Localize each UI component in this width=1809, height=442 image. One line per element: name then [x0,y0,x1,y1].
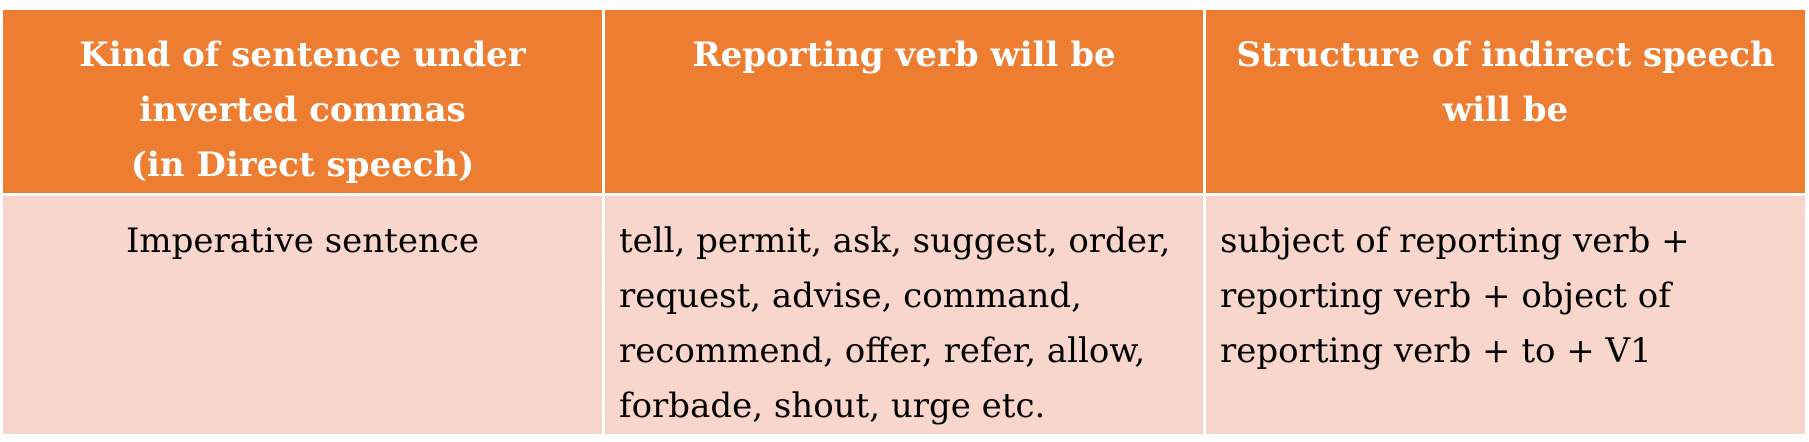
cell-line: request, advise, command, [619,276,1082,316]
header-line: (in Direct speech) [130,145,475,185]
header-line: will be [1442,90,1569,130]
cell-line: recommend, offer, refer, allow, [619,331,1146,371]
indirect-speech-table-container: Kind of sentence under inverted commas (… [0,7,1808,437]
cell-line: reporting verb + object of [1220,276,1671,316]
cell-line: reporting verb + to + V1 [1220,331,1652,371]
cell-line: subject of reporting verb + [1220,221,1690,261]
table-row: Imperative sentence tell, permit, ask, s… [0,193,1808,437]
header-line: inverted commas [139,90,466,130]
header-structure: Structure of indirect speech will be [1203,7,1808,196]
header-line: Reporting verb will be [692,35,1116,75]
header-row: Kind of sentence under inverted commas (… [0,7,1808,196]
header-kind-of-sentence: Kind of sentence under inverted commas (… [0,7,605,196]
cell-reporting-verb: tell, permit, ask, suggest, order, reque… [602,193,1206,437]
cell-structure: subject of reporting verb + reporting ve… [1203,193,1808,437]
header-line: Structure of indirect speech [1236,35,1775,75]
cell-line: Imperative sentence [125,221,480,261]
cell-kind: Imperative sentence [0,193,605,437]
header-reporting-verb: Reporting verb will be [602,7,1206,196]
cell-line: tell, permit, ask, suggest, order, [619,221,1171,261]
cell-line: forbade, shout, urge etc. [619,386,1046,426]
header-line: Kind of sentence under [79,35,526,75]
indirect-speech-table: Kind of sentence under inverted commas (… [0,7,1808,437]
